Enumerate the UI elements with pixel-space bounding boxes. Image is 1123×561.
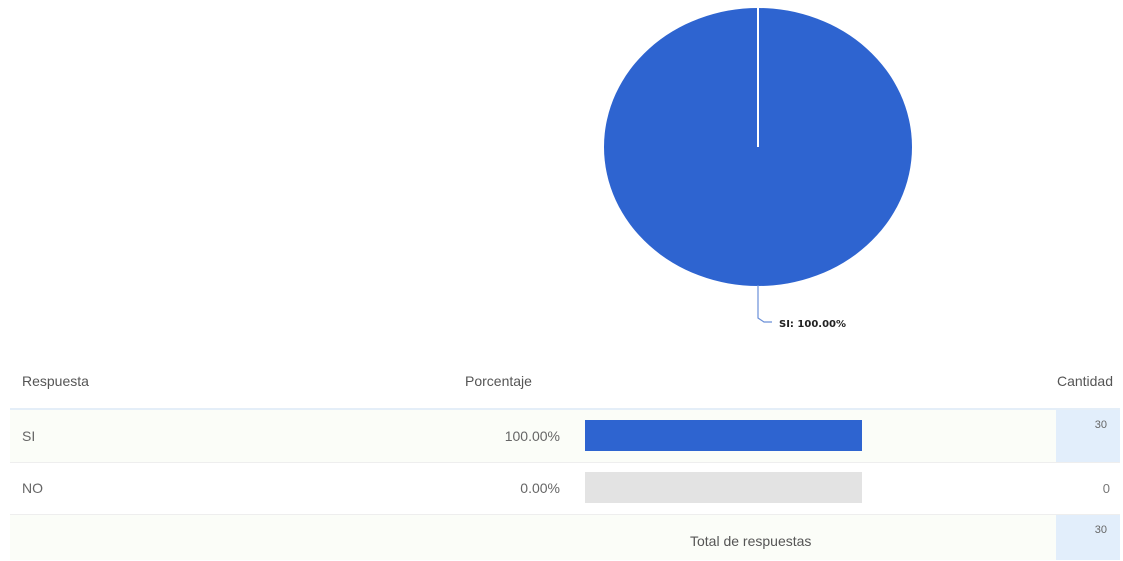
pie-chart: SI: 100.00% (604, 8, 912, 330)
row-si-bar-fill (585, 420, 862, 451)
total-count: 30 (1094, 524, 1107, 536)
results-table: Respuesta Porcentaje Cantidad SI 100.00%… (0, 360, 1123, 560)
row-no-count: 0 (1102, 481, 1110, 496)
pie-label-leader-line (757, 285, 772, 323)
header-separator (10, 408, 1120, 410)
row-separator (10, 514, 1120, 515)
total-count-box: 30 (1056, 515, 1120, 560)
row-no-bar-track (585, 472, 862, 503)
row-separator (10, 462, 1120, 463)
table-row-total (10, 515, 1120, 560)
total-label: Total de respuestas (690, 533, 812, 549)
row-no-percent: 0.00% (520, 480, 560, 496)
row-si-count: 30 (1094, 419, 1107, 431)
header-respuesta: Respuesta (22, 373, 89, 389)
table-row-no (10, 463, 1120, 515)
row-no-answer: NO (22, 480, 43, 496)
pie-slice-label-si: SI: 100.00% (779, 319, 846, 330)
row-si-percent: 100.00% (504, 428, 560, 444)
header-cantidad: Cantidad (1056, 373, 1113, 389)
table-row-si (10, 410, 1120, 462)
row-si-bar-track (585, 420, 862, 451)
row-si-count-box: 30 (1056, 410, 1120, 462)
header-porcentaje: Porcentaje (465, 373, 532, 389)
row-si-answer: SI (22, 428, 36, 444)
